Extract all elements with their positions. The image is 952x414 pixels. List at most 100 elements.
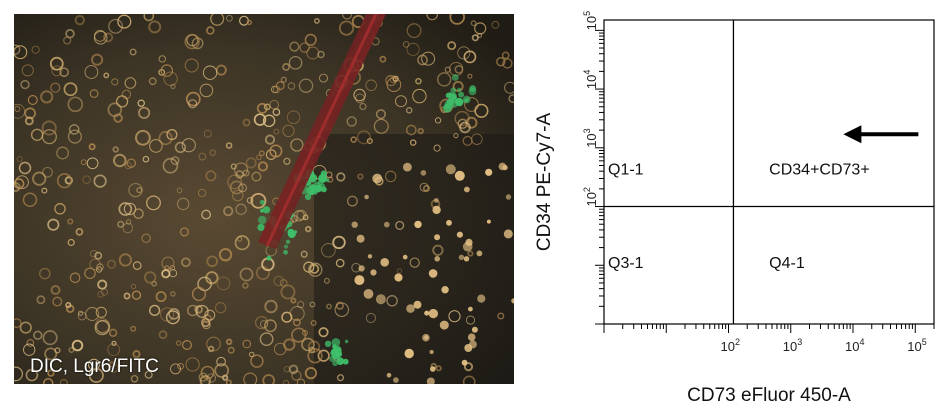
fitc-positive-cell xyxy=(342,358,349,365)
cell xyxy=(174,141,186,153)
cell xyxy=(246,19,253,26)
cell xyxy=(477,294,486,303)
cell xyxy=(298,78,314,93)
fitc-positive-cell xyxy=(309,184,317,192)
cell xyxy=(262,114,276,128)
cell xyxy=(14,366,24,382)
fitc-positive-cell xyxy=(257,223,265,231)
cell xyxy=(50,285,61,295)
fitc-positive-cell xyxy=(287,228,295,236)
cell xyxy=(88,367,104,383)
cell xyxy=(250,354,264,368)
cell xyxy=(365,312,376,324)
quadrant-label-top-left: Q1-1 xyxy=(608,162,644,179)
cell xyxy=(166,128,178,141)
cell xyxy=(396,268,402,274)
cell xyxy=(253,113,267,126)
cell xyxy=(449,14,465,25)
cell xyxy=(432,244,444,256)
cell xyxy=(275,81,285,90)
cell xyxy=(14,44,21,55)
cell xyxy=(31,45,40,54)
cell xyxy=(136,187,143,194)
cell xyxy=(386,294,398,307)
cell xyxy=(293,210,305,222)
cell xyxy=(393,377,399,383)
cell xyxy=(47,218,60,231)
cell xyxy=(179,227,190,237)
cell xyxy=(430,366,436,372)
cell xyxy=(68,347,75,353)
cell xyxy=(123,202,137,216)
x-tick-label: 104 xyxy=(845,337,864,354)
cell xyxy=(485,168,493,176)
cell xyxy=(18,161,32,175)
cell xyxy=(279,279,288,287)
cell xyxy=(250,192,267,209)
x-tick-label: 105 xyxy=(907,337,926,354)
cell xyxy=(467,73,473,79)
cell xyxy=(420,170,427,176)
cell xyxy=(297,301,305,309)
cell xyxy=(243,372,258,384)
cell xyxy=(51,65,63,77)
cell xyxy=(158,330,168,340)
fitc-positive-cell xyxy=(457,87,462,92)
cell xyxy=(67,129,83,144)
cell xyxy=(141,233,151,243)
cell xyxy=(269,144,283,158)
cell xyxy=(223,206,234,217)
cell xyxy=(214,302,227,314)
cell xyxy=(373,118,389,134)
cell xyxy=(22,192,38,208)
cell xyxy=(170,83,176,90)
cell xyxy=(216,356,226,367)
cell xyxy=(89,89,99,99)
cell xyxy=(372,173,383,184)
cell xyxy=(426,377,435,384)
cell xyxy=(319,73,328,83)
cell xyxy=(63,36,72,45)
y-tick-label: 104 xyxy=(582,70,599,89)
cell xyxy=(462,241,473,252)
cell xyxy=(435,365,442,372)
cell xyxy=(242,282,249,289)
x-tick-label: 102 xyxy=(721,337,740,354)
scatter-plot: 102 103 104 105 102 103 104 105 Q1-1 CD34+CD73+ Q3… xyxy=(534,11,935,406)
cell xyxy=(434,234,441,241)
cell xyxy=(14,106,21,112)
fitc-positive-cell xyxy=(266,255,272,261)
cell xyxy=(20,79,30,90)
cell xyxy=(132,350,141,359)
cell xyxy=(386,372,392,378)
cell xyxy=(353,88,366,102)
cell xyxy=(23,343,36,356)
cell xyxy=(288,364,299,375)
cell xyxy=(458,254,465,260)
cell xyxy=(318,327,329,338)
cell xyxy=(47,369,55,377)
cell xyxy=(421,51,436,66)
cell xyxy=(206,255,219,268)
cell xyxy=(283,365,291,373)
cell xyxy=(68,124,80,135)
cell xyxy=(118,253,133,267)
fitc-positive-cell xyxy=(326,178,330,183)
cell xyxy=(21,64,34,77)
cell xyxy=(335,258,345,268)
cell xyxy=(54,203,66,215)
cell xyxy=(184,58,199,73)
cell xyxy=(280,284,296,300)
cell xyxy=(132,261,142,270)
cell xyxy=(321,243,336,258)
cell xyxy=(202,320,211,330)
cell xyxy=(129,48,137,56)
cell xyxy=(69,272,81,284)
cell xyxy=(426,14,438,21)
cell xyxy=(403,162,412,172)
cell xyxy=(235,170,244,179)
cell xyxy=(158,131,173,146)
fitc-positive-cell xyxy=(304,193,312,200)
cell xyxy=(254,315,269,330)
cell xyxy=(226,14,233,22)
